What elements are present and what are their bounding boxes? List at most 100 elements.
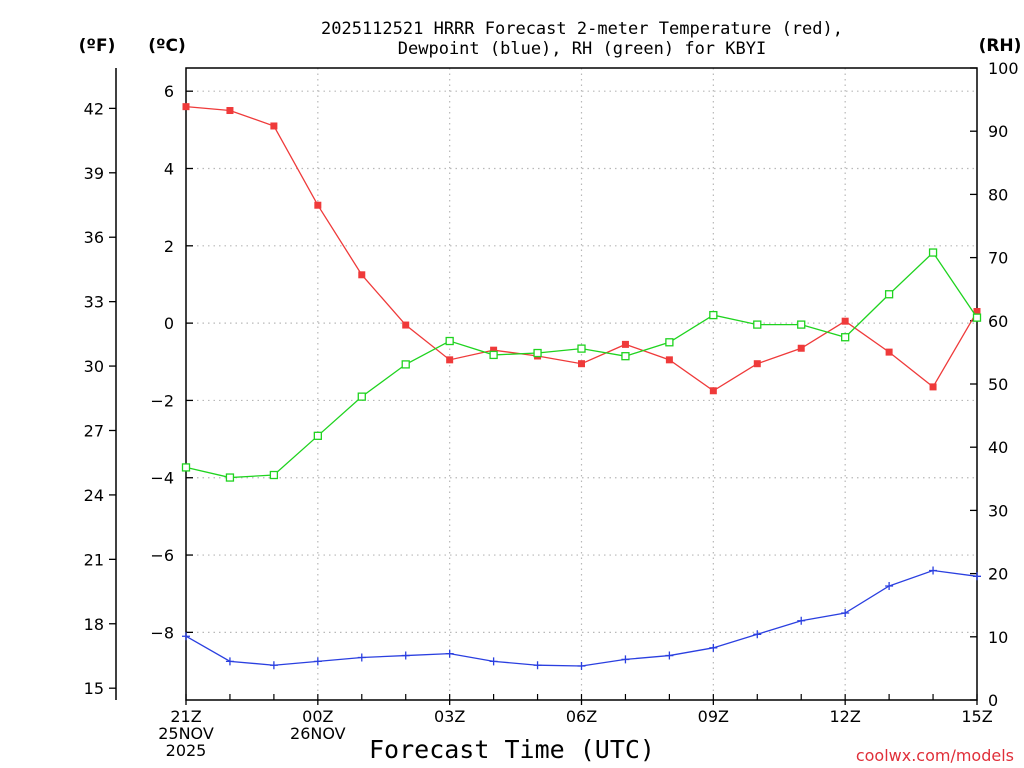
x-tick-label: 09Z — [698, 707, 729, 726]
celsius-unit-label: (ºC) — [148, 36, 186, 56]
2-meter-temperature-point — [621, 340, 629, 348]
rh-point — [577, 344, 586, 353]
rh-tick-label: 70 — [988, 249, 1008, 268]
celsius-tick-label: −2 — [150, 391, 174, 410]
celsius-tick-label: 0 — [164, 314, 174, 333]
rh-tick-label: 20 — [988, 565, 1008, 584]
axes: 423936333027242118156420−2−4−6−810090807… — [84, 59, 1019, 760]
rh-unit-label: (RH) — [979, 36, 1022, 56]
2-meter-temperature-point — [490, 346, 498, 354]
fahrenheit-tick-label: 30 — [84, 357, 104, 376]
rh-tick-label: 100 — [988, 59, 1019, 78]
dewpoint-point — [577, 661, 586, 670]
2-meter-temperature-point — [797, 344, 805, 352]
rh-point — [445, 336, 454, 346]
chart-title-line1: 2025112521 HRRR Forecast 2-meter Tempera… — [321, 19, 843, 39]
2-meter-temperature-point — [402, 321, 410, 329]
x-axis-title: Forecast Time (UTC) — [369, 735, 655, 764]
dewpoint-point — [357, 653, 366, 662]
rh-tick-label: 90 — [988, 122, 1008, 141]
rh-point — [269, 470, 279, 480]
dewpoint-point — [621, 655, 630, 664]
fahrenheit-tick-label: 33 — [84, 293, 104, 312]
rh-point — [621, 352, 630, 361]
dewpoint-point — [401, 651, 410, 660]
data-series — [181, 103, 982, 670]
credit-text: coolwx.com/models — [856, 746, 1014, 765]
rh-point — [928, 248, 938, 257]
rh-point — [489, 350, 498, 360]
grid-lines — [186, 68, 977, 700]
fahrenheit-tick-label: 42 — [84, 99, 104, 118]
2-meter-temperature-point — [226, 107, 234, 115]
dewpoint-point — [885, 581, 894, 590]
fahrenheit-tick-label: 24 — [84, 486, 104, 505]
x-tick-label: 26NOV — [290, 724, 346, 743]
2-meter-temperature-point — [270, 122, 278, 130]
2-meter-temperature-point — [182, 103, 190, 111]
fahrenheit-tick-label: 27 — [84, 421, 104, 440]
rh-point — [357, 392, 366, 401]
dewpoint-point — [489, 657, 498, 666]
dewpoint-point — [973, 572, 981, 581]
celsius-tick-label: 2 — [164, 237, 174, 256]
rh-tick-label: 0 — [988, 691, 998, 710]
2-meter-temperature-point — [973, 308, 981, 316]
x-tick-label: 25NOV — [158, 724, 214, 743]
dewpoint-point — [533, 661, 542, 670]
celsius-tick-label: −8 — [150, 623, 174, 642]
dewpoint-point — [841, 609, 850, 618]
2-meter-temperature-point — [753, 360, 761, 368]
rh-tick-label: 40 — [988, 438, 1008, 457]
dewpoint-point — [269, 661, 278, 670]
celsius-tick-label: −6 — [150, 546, 174, 565]
rh-point — [753, 320, 762, 329]
rh-point — [972, 313, 982, 322]
rh-point — [225, 473, 235, 482]
x-tick-label: 00Z — [302, 707, 333, 726]
2-meter-temperature-point — [929, 383, 937, 391]
2-meter-temperature-point — [709, 387, 717, 395]
rh-point — [709, 310, 718, 320]
dewpoint-point — [313, 657, 322, 666]
fahrenheit-tick-label: 15 — [84, 679, 104, 698]
dewpoint-point — [225, 657, 234, 666]
celsius-tick-label: −4 — [150, 469, 174, 488]
2-meter-temperature-point — [578, 360, 585, 368]
celsius-tick-label: 4 — [164, 160, 174, 179]
rh-tick-label: 80 — [988, 185, 1008, 204]
rh-point — [797, 320, 806, 329]
2-meter-temperature-point — [446, 356, 454, 364]
rh-point — [533, 348, 542, 358]
dewpoint-point — [445, 649, 454, 658]
rh-point — [884, 290, 894, 299]
dewpoint-point — [182, 632, 190, 641]
dewpoint-point — [665, 651, 674, 660]
x-tick-label: 2025 — [166, 741, 207, 760]
dewpoint-point — [753, 630, 762, 639]
x-tick-label: 21Z — [170, 707, 201, 726]
x-tick-label: 06Z — [566, 707, 597, 726]
fahrenheit-tick-label: 21 — [84, 550, 104, 569]
fahrenheit-tick-label: 36 — [84, 228, 104, 247]
dewpoint-point — [709, 643, 718, 652]
rh-point — [841, 333, 850, 342]
2-meter-temperature-point — [314, 201, 322, 209]
rh-point — [181, 463, 191, 472]
rh-point — [313, 431, 322, 440]
2-meter-temperature-point — [665, 356, 673, 364]
dewpoint-point — [929, 566, 938, 575]
fahrenheit-unit-label: (ºF) — [79, 36, 116, 56]
rh-tick-label: 50 — [988, 375, 1008, 394]
2-meter-temperature-point — [885, 348, 893, 356]
2-meter-temperature-point — [841, 317, 849, 325]
2-meter-temperature-point — [358, 271, 366, 279]
rh-point — [401, 360, 410, 369]
fahrenheit-tick-label: 18 — [84, 615, 104, 634]
chart-title-line2: Dewpoint (blue), RH (green) for KBYI — [398, 39, 766, 59]
x-tick-label: 12Z — [830, 707, 861, 726]
rh-point — [665, 338, 674, 347]
dewpoint-point — [797, 616, 806, 625]
